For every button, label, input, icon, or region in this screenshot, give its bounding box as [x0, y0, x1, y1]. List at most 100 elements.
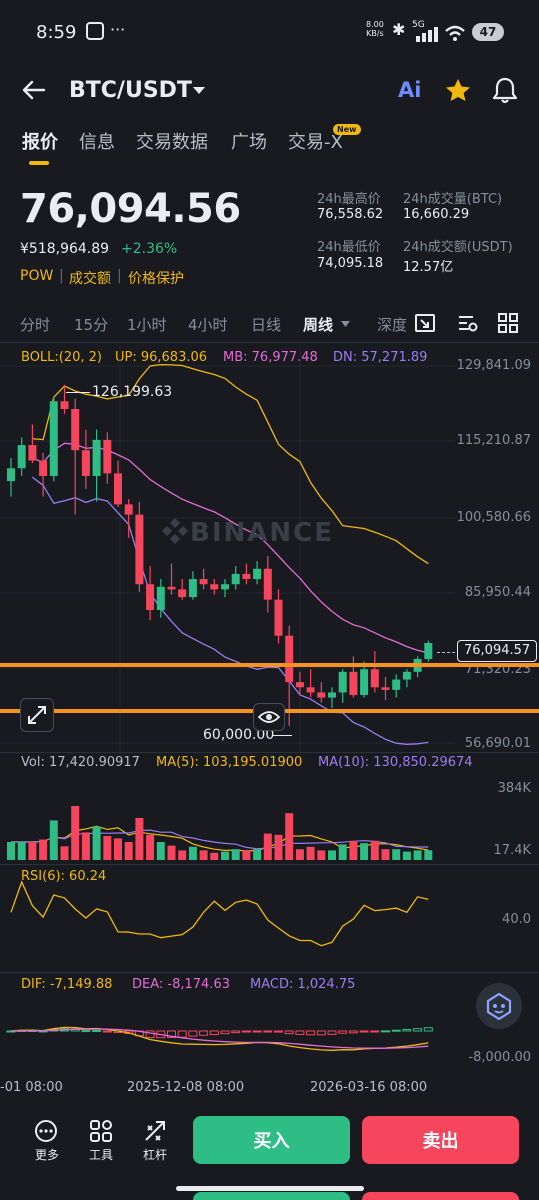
- volume-btc-label: 24h成交量(BTC): [403, 192, 503, 207]
- candle-body: [253, 568, 262, 580]
- current-price-tag[interactable]: 76,094.57: [457, 640, 538, 662]
- rsi-chart[interactable]: [0, 880, 539, 972]
- tools-button[interactable]: 工具: [88, 1148, 113, 1162]
- volume-bar: [306, 846, 315, 860]
- buy-button-ghost: [193, 1192, 350, 1200]
- candle-body: [317, 692, 326, 698]
- pair-title[interactable]: BTC/USDT: [69, 78, 192, 103]
- high-label: 24h最高价: [317, 192, 381, 207]
- volume-chart[interactable]: [0, 770, 539, 862]
- buy-button[interactable]: 买入: [193, 1116, 350, 1164]
- volume-bar: [295, 849, 304, 860]
- battery-indicator: 47: [472, 23, 504, 41]
- signal-icon: [416, 27, 438, 42]
- tab-square[interactable]: 广场: [231, 132, 267, 153]
- price-axis-label: 129,841.09: [456, 358, 531, 373]
- tag-price-protection[interactable]: 价格保护: [128, 271, 184, 287]
- current-price-line: [437, 652, 455, 653]
- tab-trading-data[interactable]: 交易数据: [136, 132, 208, 153]
- volume-bar: [60, 846, 69, 860]
- tab-quote[interactable]: 报价: [22, 132, 58, 153]
- volume-bar: [285, 813, 294, 860]
- sell-button[interactable]: 卖出: [362, 1116, 519, 1164]
- candle-body: [81, 450, 90, 476]
- indicator-settings-icon[interactable]: [457, 313, 479, 333]
- more-icon[interactable]: [34, 1119, 58, 1143]
- assistant-bubble[interactable]: [476, 983, 522, 1029]
- back-arrow-icon[interactable]: [22, 80, 46, 100]
- volume-bar: [178, 850, 187, 860]
- volume-bar: [328, 850, 336, 860]
- boll-up: UP: 96,683.06: [115, 350, 208, 365]
- timeframe-depth[interactable]: 深度: [377, 316, 408, 334]
- leverage-icon[interactable]: [143, 1119, 167, 1143]
- macd-chart[interactable]: [0, 995, 539, 1080]
- macd-bar: [274, 1030, 283, 1033]
- candle-body: [17, 445, 26, 469]
- orange-level-line-upper[interactable]: [0, 663, 539, 667]
- eye-icon[interactable]: [258, 708, 280, 726]
- more-notifications: ···: [110, 20, 126, 39]
- more-button[interactable]: 更多: [34, 1148, 59, 1162]
- tag-pow[interactable]: POW: [20, 268, 54, 284]
- candle-body: [295, 682, 304, 688]
- last-price: 76,094.56: [20, 186, 241, 232]
- assistant-robot-icon[interactable]: [484, 991, 514, 1021]
- macd-value: MACD: 1,024.75: [250, 977, 356, 992]
- candlestick-chart[interactable]: [0, 345, 539, 755]
- candle-body: [146, 584, 155, 610]
- macd-dif-line: [10, 1026, 429, 1051]
- expand-icon[interactable]: [27, 705, 47, 725]
- volume-usdt-value: 12.57亿: [403, 260, 454, 275]
- tag-turnover[interactable]: 成交额: [69, 271, 111, 287]
- time-axis-label: 2025-12-08 08:00: [127, 1080, 245, 1095]
- volume-bar: [349, 840, 358, 860]
- macd-bar: [263, 1030, 273, 1033]
- favorite-star-icon[interactable]: [445, 78, 471, 102]
- bell-icon[interactable]: [492, 76, 518, 104]
- pair-dropdown-icon[interactable]: [192, 86, 206, 95]
- candle-body: [39, 460, 48, 476]
- price-axis-label: 56,690.01: [464, 736, 531, 751]
- timeframe-dropdown-icon[interactable]: [340, 320, 351, 328]
- timeframe-1d[interactable]: 日线: [251, 316, 282, 334]
- volume-bar: [210, 852, 219, 860]
- volume-ma10-line: [11, 829, 429, 850]
- volume-bar: [263, 833, 272, 860]
- timeframe-line[interactable]: 分时: [20, 316, 51, 334]
- timeframe-1h[interactable]: 1小时: [127, 316, 167, 334]
- candle-body: [360, 669, 369, 696]
- macd-bar: [381, 1030, 390, 1033]
- macd-bar: [231, 1030, 241, 1034]
- volume-bar: [103, 836, 112, 860]
- volume-ma5: MA(5): 103,195.01900: [156, 755, 303, 770]
- app-notification-icon: [86, 22, 104, 40]
- macd-bar: [199, 1030, 209, 1036]
- boll-up-line: [32, 363, 429, 565]
- price-axis-label: 85,950.44: [464, 585, 531, 600]
- grid-layout-icon[interactable]: [498, 313, 518, 333]
- rsi-axis-label: 40.0: [502, 912, 531, 927]
- fullscreen-select-icon[interactable]: [414, 313, 436, 333]
- candle-body: [242, 573, 251, 580]
- leverage-button[interactable]: 杠杆: [142, 1148, 167, 1162]
- tools-icon[interactable]: [89, 1119, 113, 1143]
- candle-body: [424, 642, 433, 659]
- price-change: +2.36%: [121, 241, 178, 257]
- timeframe-15m[interactable]: 15分: [74, 316, 109, 334]
- timeframe-1w[interactable]: 周线: [303, 316, 334, 334]
- volume-btc-value: 16,660.29: [403, 207, 470, 222]
- volume-ma10: MA(10): 130,850.29674: [318, 755, 473, 770]
- ai-assistant-icon[interactable]: Ai: [398, 78, 422, 102]
- speed-value: 8.00: [366, 20, 384, 29]
- new-badge: New: [333, 124, 361, 135]
- tab-info[interactable]: 信息: [79, 132, 115, 153]
- volume-bar: [81, 832, 90, 860]
- tag-separator: |: [117, 268, 122, 284]
- tab-trade-x[interactable]: 交易-X: [288, 132, 343, 153]
- timeframe-4h[interactable]: 4小时: [188, 316, 228, 334]
- status-bar: 8:59 ··· 8.00 KB/s ✱ 5G 47: [0, 0, 539, 62]
- divider: [0, 972, 539, 973]
- rsi-line: [10, 880, 429, 947]
- volume-ma5-line: [11, 825, 429, 852]
